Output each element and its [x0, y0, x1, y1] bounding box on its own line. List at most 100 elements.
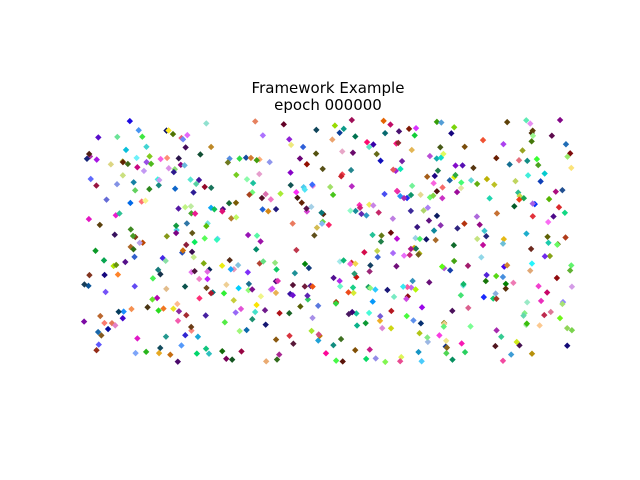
- scatter-point: [261, 307, 269, 314]
- scatter-point: [474, 235, 481, 243]
- scatter-point: [319, 165, 326, 173]
- scatter-point: [308, 203, 315, 211]
- scatter-point: [253, 157, 260, 164]
- scatter-point: [426, 279, 433, 286]
- scatter-point: [165, 127, 172, 134]
- scatter-point: [524, 172, 532, 179]
- scatter-point: [438, 119, 445, 126]
- scatter-point: [313, 126, 320, 134]
- scatter-point: [339, 358, 346, 365]
- scatter-point: [246, 191, 253, 198]
- scatter-point: [430, 192, 437, 199]
- scatter-point: [156, 176, 163, 184]
- scatter-point: [535, 282, 542, 290]
- scatter-point: [527, 120, 534, 127]
- scatter-point: [257, 293, 265, 300]
- scatter-point: [535, 161, 542, 169]
- scatter-point: [568, 164, 575, 172]
- scatter-point: [521, 309, 528, 317]
- scatter-point: [119, 158, 127, 166]
- scatter-point: [245, 280, 253, 288]
- scatter-point: [174, 358, 182, 365]
- scatter-point: [157, 344, 164, 352]
- scatter-point: [412, 124, 420, 132]
- scatter-point: [257, 238, 264, 245]
- scatter-point: [131, 253, 138, 261]
- scatter-point: [397, 165, 404, 173]
- scatter-point: [499, 273, 507, 281]
- scatter-point: [163, 285, 170, 293]
- scatter-point: [372, 355, 379, 362]
- scatter-point: [393, 235, 401, 242]
- scatter-point: [352, 207, 359, 215]
- scatter-point: [309, 283, 316, 290]
- scatter-point: [243, 176, 251, 183]
- scatter-point: [103, 196, 110, 203]
- scatter-point: [464, 262, 472, 269]
- scatter-point: [274, 277, 282, 285]
- scatter-point: [95, 134, 102, 141]
- scatter-point: [203, 284, 210, 292]
- scatter-point: [515, 189, 522, 196]
- scatter-point: [203, 222, 210, 230]
- scatter-point: [449, 356, 456, 363]
- scatter-point: [491, 181, 498, 188]
- scatter-point: [336, 129, 343, 136]
- scatter-point: [112, 322, 119, 329]
- scatter-point: [417, 191, 424, 198]
- scatter-point: [339, 148, 346, 155]
- scatter-point: [140, 167, 148, 175]
- scatter-point: [479, 241, 487, 249]
- scatter-point: [473, 180, 481, 188]
- scatter-point: [336, 277, 343, 285]
- scatter-point: [143, 143, 150, 151]
- scatter-point: [243, 326, 250, 334]
- scatter-point: [390, 166, 397, 173]
- scatter-point: [547, 308, 554, 316]
- scatter-point: [289, 292, 297, 299]
- scatter-point: [384, 286, 391, 294]
- scatter-point: [280, 121, 287, 128]
- scatter-point: [191, 210, 199, 217]
- scatter-point: [389, 215, 397, 222]
- scatter-point: [144, 304, 151, 311]
- scatter-point: [154, 266, 162, 274]
- scatter-point: [374, 253, 381, 261]
- scatter-point: [325, 221, 333, 229]
- scatter-point: [449, 307, 456, 315]
- scatter-point: [236, 327, 243, 335]
- scatter-point: [259, 206, 266, 213]
- scatter-point: [524, 157, 531, 165]
- scatter-point: [370, 202, 377, 209]
- scatter-point: [122, 146, 130, 154]
- scatter-point: [340, 125, 347, 133]
- scatter-point: [418, 358, 425, 365]
- scatter-point: [562, 234, 569, 241]
- scatter-point: [153, 294, 161, 302]
- scatter-point: [207, 289, 215, 297]
- scatter-point: [260, 258, 267, 265]
- scatter-point: [563, 324, 571, 332]
- scatter-point: [138, 198, 145, 205]
- scatter-point: [262, 358, 270, 365]
- scatter-point: [312, 150, 320, 157]
- scatter-point: [171, 166, 179, 173]
- scatter-point: [142, 197, 149, 204]
- scatter-point: [113, 181, 121, 188]
- scatter-point: [267, 196, 275, 203]
- scatter-point: [430, 227, 438, 234]
- scatter-point: [554, 241, 561, 248]
- scatter-point: [102, 288, 109, 296]
- scatter-point: [187, 176, 194, 183]
- scatter-point: [406, 251, 413, 259]
- scatter-point: [182, 332, 189, 339]
- scatter-point: [541, 253, 549, 260]
- scatter-point: [238, 348, 245, 355]
- scatter-point: [365, 309, 373, 317]
- scatter-point: [296, 155, 304, 162]
- scatter-point: [329, 136, 336, 143]
- scatter-point: [258, 194, 266, 202]
- scatter-point: [503, 118, 511, 126]
- scatter-point: [375, 209, 382, 216]
